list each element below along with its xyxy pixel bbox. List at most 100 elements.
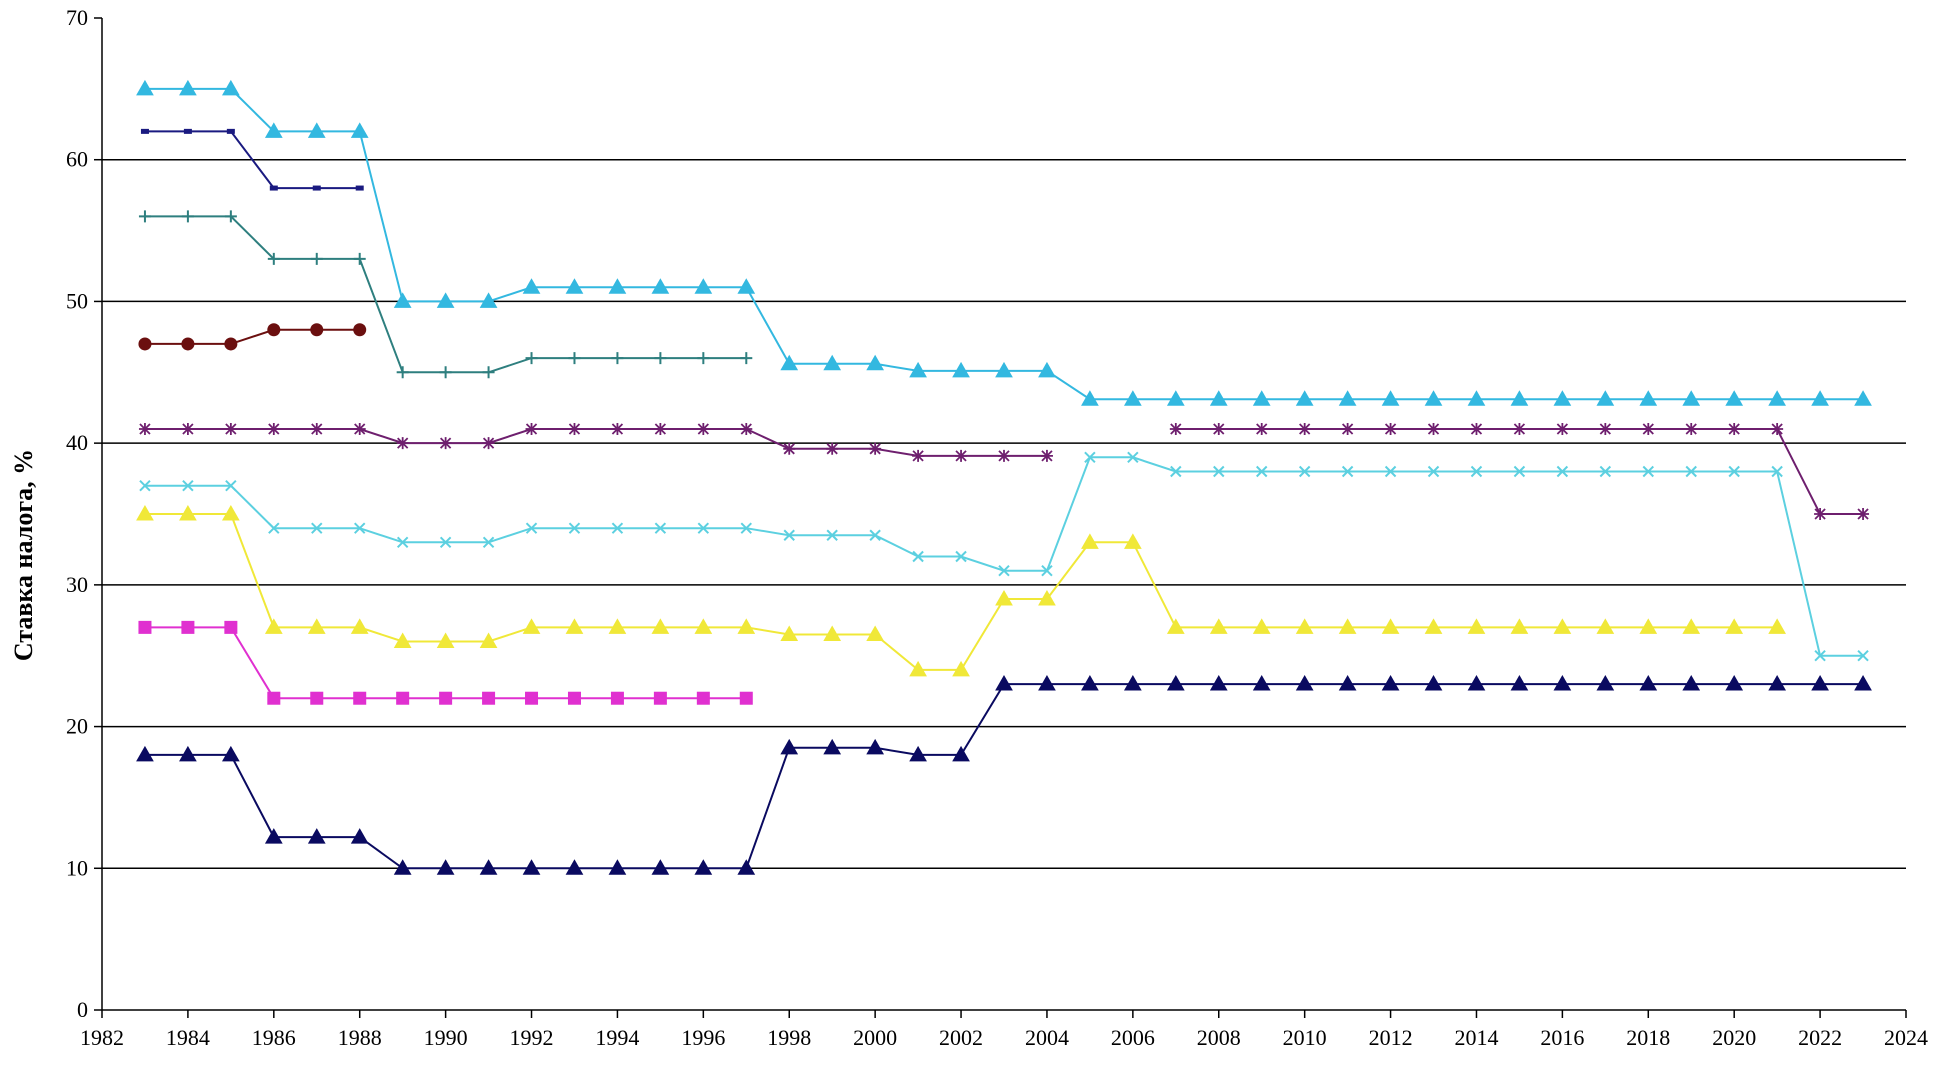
y-tick-label-40: 40 — [66, 430, 88, 455]
y-axis-tick-labels: 0 10 20 30 40 50 60 70 — [66, 5, 88, 1022]
data-point — [479, 292, 498, 308]
data-point — [1038, 590, 1056, 606]
data-point — [1381, 390, 1400, 406]
x-tick-label-1994: 1994 — [595, 1025, 639, 1050]
data-point — [181, 337, 195, 351]
data-point — [697, 522, 710, 534]
data-point — [1424, 675, 1443, 691]
data-point — [307, 828, 326, 844]
y-tick-label-30: 30 — [66, 572, 88, 597]
data-point — [1295, 618, 1314, 634]
data-point — [740, 422, 753, 435]
data-point — [1123, 533, 1142, 549]
data-point — [1038, 675, 1056, 691]
data-point — [1768, 618, 1787, 634]
data-point — [1682, 675, 1701, 691]
data-point — [909, 660, 927, 677]
data-point — [179, 745, 197, 762]
data-point — [396, 437, 409, 450]
data-point — [1338, 618, 1357, 634]
data-point — [267, 422, 280, 435]
data-point — [568, 352, 581, 365]
data-point — [1556, 465, 1569, 478]
data-point — [1252, 675, 1271, 691]
data-point — [909, 361, 927, 378]
x-tick-label-2006: 2006 — [1111, 1025, 1155, 1050]
x-tick-label-2000: 2000 — [853, 1025, 897, 1050]
data-point — [350, 122, 369, 138]
data-point — [224, 210, 237, 223]
data-point — [608, 618, 627, 634]
data-point — [823, 738, 842, 755]
data-point — [1596, 390, 1615, 406]
data-point — [1814, 508, 1827, 520]
data-point — [1857, 650, 1869, 662]
series-10 — [136, 675, 1872, 875]
data-point — [1298, 422, 1311, 435]
data-point — [1256, 465, 1268, 478]
data-point — [221, 745, 240, 762]
data-point — [995, 361, 1013, 378]
data-point — [697, 422, 710, 435]
data-point — [1725, 390, 1744, 406]
x-tick-label-2016: 2016 — [1540, 1025, 1584, 1050]
y-axis-title: Ставка налога, % — [9, 449, 38, 661]
data-point — [826, 442, 839, 455]
data-point — [267, 323, 281, 337]
x-tick-label-2018: 2018 — [1626, 1025, 1670, 1050]
data-point — [611, 422, 624, 435]
data-point — [568, 422, 581, 435]
data-point — [653, 691, 667, 705]
data-point — [1553, 675, 1572, 691]
data-point — [1685, 422, 1698, 435]
series-3 — [138, 210, 753, 379]
y-tick-label-10: 10 — [66, 855, 88, 880]
x-tick-label-2010: 2010 — [1283, 1025, 1327, 1050]
data-point — [1123, 390, 1142, 406]
data-point — [138, 422, 151, 435]
data-point — [737, 278, 756, 294]
data-point — [823, 625, 842, 641]
data-point — [350, 618, 369, 634]
series-line — [145, 328, 360, 345]
data-point — [138, 210, 151, 223]
data-point — [479, 632, 498, 649]
data-point — [1298, 465, 1311, 478]
data-point — [1854, 390, 1872, 406]
data-point — [611, 522, 624, 534]
data-point — [139, 479, 151, 492]
x-tick-label-2008: 2008 — [1197, 1025, 1241, 1050]
data-point — [697, 352, 710, 365]
data-point — [1166, 618, 1185, 634]
data-point — [654, 352, 667, 365]
y-tick-label-50: 50 — [66, 288, 88, 313]
data-point — [739, 691, 753, 705]
data-point — [1381, 675, 1400, 691]
series-7 — [139, 451, 1869, 662]
data-point — [1854, 675, 1872, 691]
data-point — [608, 859, 627, 875]
data-point — [436, 859, 455, 875]
data-point — [740, 352, 753, 365]
data-point — [1596, 618, 1615, 634]
data-point — [1166, 390, 1185, 406]
data-point — [694, 859, 713, 875]
data-point — [1642, 465, 1654, 478]
x-tick-label-2020: 2020 — [1712, 1025, 1756, 1050]
x-tick-label-1986: 1986 — [252, 1025, 296, 1050]
data-point — [1040, 449, 1053, 462]
data-point — [1123, 675, 1142, 691]
data-point — [436, 632, 455, 649]
data-point — [1424, 390, 1443, 406]
data-point — [1725, 675, 1744, 691]
data-point — [138, 620, 152, 634]
data-point — [1166, 675, 1185, 691]
data-point — [783, 442, 796, 455]
x-tick-label-1982: 1982 — [80, 1025, 124, 1050]
data-point — [1384, 422, 1397, 435]
data-point — [307, 122, 326, 138]
data-point — [1384, 465, 1397, 478]
data-point — [1771, 465, 1783, 478]
data-point — [1170, 465, 1182, 478]
data-point — [1470, 422, 1483, 435]
